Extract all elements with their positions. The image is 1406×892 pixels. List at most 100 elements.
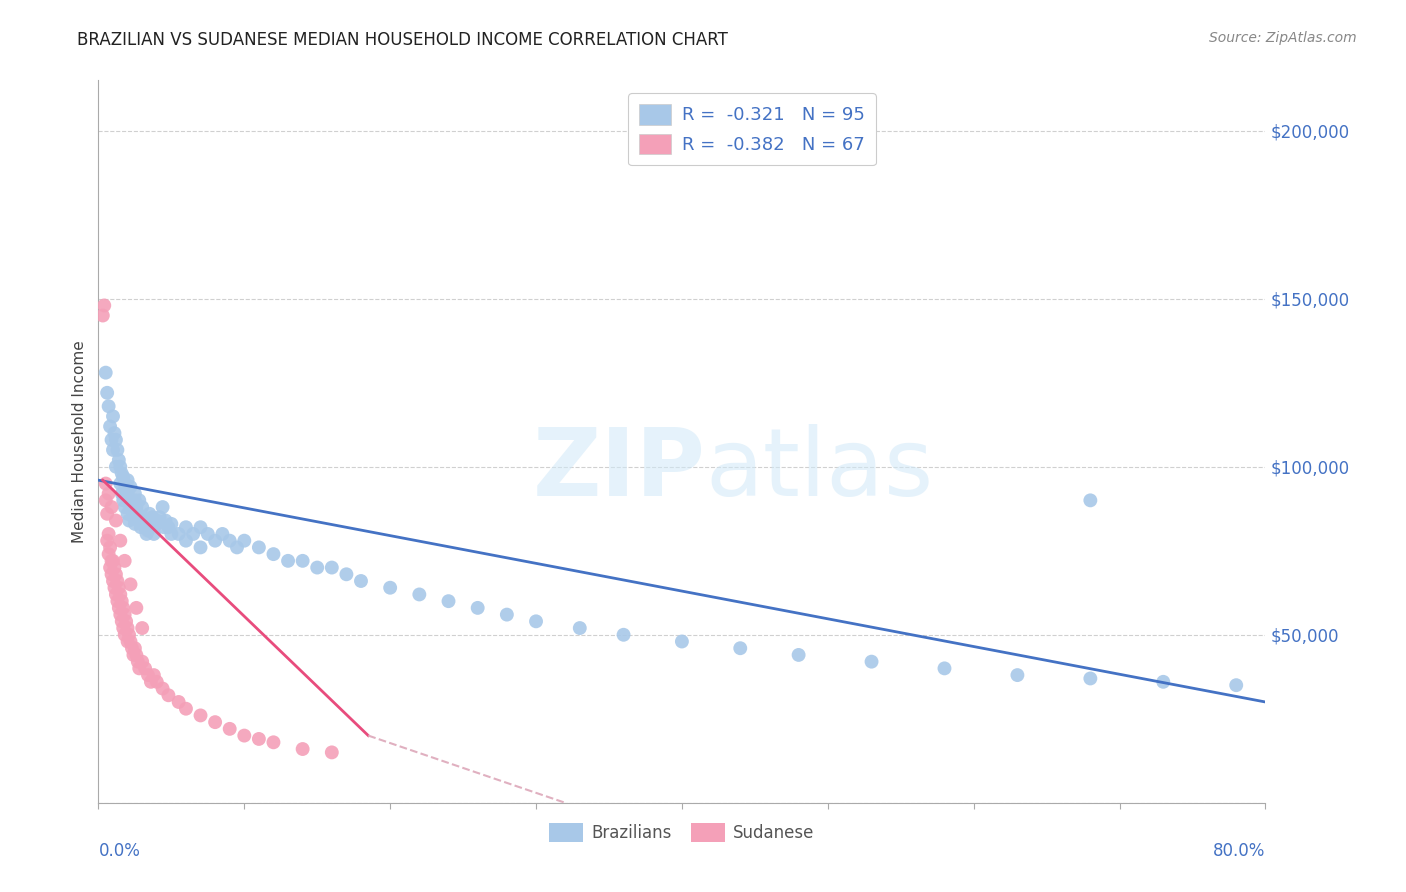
Point xyxy=(860,655,883,669)
Point xyxy=(110,459,132,474)
Point xyxy=(233,729,256,743)
Point xyxy=(104,587,127,601)
Point xyxy=(100,433,122,447)
Point xyxy=(110,476,132,491)
Point xyxy=(174,533,197,548)
Point xyxy=(524,615,547,629)
Point xyxy=(96,533,118,548)
Point xyxy=(262,547,284,561)
Point xyxy=(1152,674,1174,689)
Point xyxy=(110,533,132,548)
Point xyxy=(105,574,128,588)
Point xyxy=(114,607,136,622)
Point xyxy=(291,554,314,568)
Point xyxy=(117,634,139,648)
Point xyxy=(131,621,153,635)
Point xyxy=(408,587,430,601)
Point xyxy=(124,493,146,508)
Point xyxy=(247,541,270,555)
Point xyxy=(226,541,249,555)
Point xyxy=(160,527,183,541)
Point xyxy=(100,554,122,568)
Point xyxy=(114,476,136,491)
Point xyxy=(934,661,956,675)
Point xyxy=(141,510,163,524)
Point xyxy=(104,459,127,474)
Point xyxy=(97,527,120,541)
Point xyxy=(277,554,299,568)
Point xyxy=(204,533,226,548)
Point xyxy=(218,722,240,736)
Point xyxy=(117,621,139,635)
Point xyxy=(247,731,270,746)
Point xyxy=(612,628,634,642)
Point xyxy=(104,433,127,447)
Point xyxy=(125,648,148,662)
Point xyxy=(96,385,118,400)
Point xyxy=(131,500,153,514)
Point xyxy=(129,520,152,534)
Point xyxy=(321,560,343,574)
Point xyxy=(1080,672,1102,686)
Point xyxy=(142,668,165,682)
Point xyxy=(160,516,183,531)
Point xyxy=(111,594,134,608)
Point xyxy=(380,581,402,595)
Point xyxy=(131,655,153,669)
Point xyxy=(97,547,120,561)
Point xyxy=(174,520,197,534)
Text: 0.0%: 0.0% xyxy=(98,842,141,860)
Y-axis label: Median Household Income: Median Household Income xyxy=(72,340,87,543)
Point xyxy=(93,298,115,312)
Point xyxy=(117,473,139,487)
Point xyxy=(128,514,150,528)
Point xyxy=(787,648,810,662)
Point xyxy=(105,594,128,608)
Point xyxy=(190,541,212,555)
Point xyxy=(112,600,135,615)
Point xyxy=(136,668,159,682)
Point xyxy=(204,715,226,730)
Point xyxy=(138,507,160,521)
Point xyxy=(98,560,121,574)
Point xyxy=(101,409,124,424)
Point xyxy=(134,661,156,675)
Point xyxy=(233,533,256,548)
Point xyxy=(167,527,190,541)
Point xyxy=(146,674,169,689)
Point xyxy=(218,533,240,548)
Point xyxy=(671,634,693,648)
Point xyxy=(149,510,172,524)
Point xyxy=(155,514,177,528)
Point xyxy=(157,520,180,534)
Point xyxy=(190,520,212,534)
Point xyxy=(117,507,139,521)
Point xyxy=(496,607,519,622)
Point xyxy=(111,615,134,629)
Point xyxy=(190,708,212,723)
Point xyxy=(152,681,174,696)
Point xyxy=(114,628,136,642)
Point xyxy=(108,453,131,467)
Point xyxy=(167,695,190,709)
Point xyxy=(152,500,174,514)
Point xyxy=(124,641,146,656)
Point xyxy=(142,527,165,541)
Point xyxy=(127,507,149,521)
Text: BRAZILIAN VS SUDANESE MEDIAN HOUSEHOLD INCOME CORRELATION CHART: BRAZILIAN VS SUDANESE MEDIAN HOUSEHOLD I… xyxy=(77,31,728,49)
Point xyxy=(121,503,143,517)
Point xyxy=(110,587,132,601)
Point xyxy=(132,516,155,531)
Point xyxy=(105,442,128,457)
Point xyxy=(146,516,169,531)
Point xyxy=(125,600,148,615)
Point xyxy=(114,554,136,568)
Point xyxy=(104,514,127,528)
Point xyxy=(136,524,159,538)
Point xyxy=(128,661,150,675)
Point xyxy=(467,600,489,615)
Point xyxy=(262,735,284,749)
Point xyxy=(121,641,143,656)
Point xyxy=(98,541,121,555)
Point xyxy=(124,516,146,531)
